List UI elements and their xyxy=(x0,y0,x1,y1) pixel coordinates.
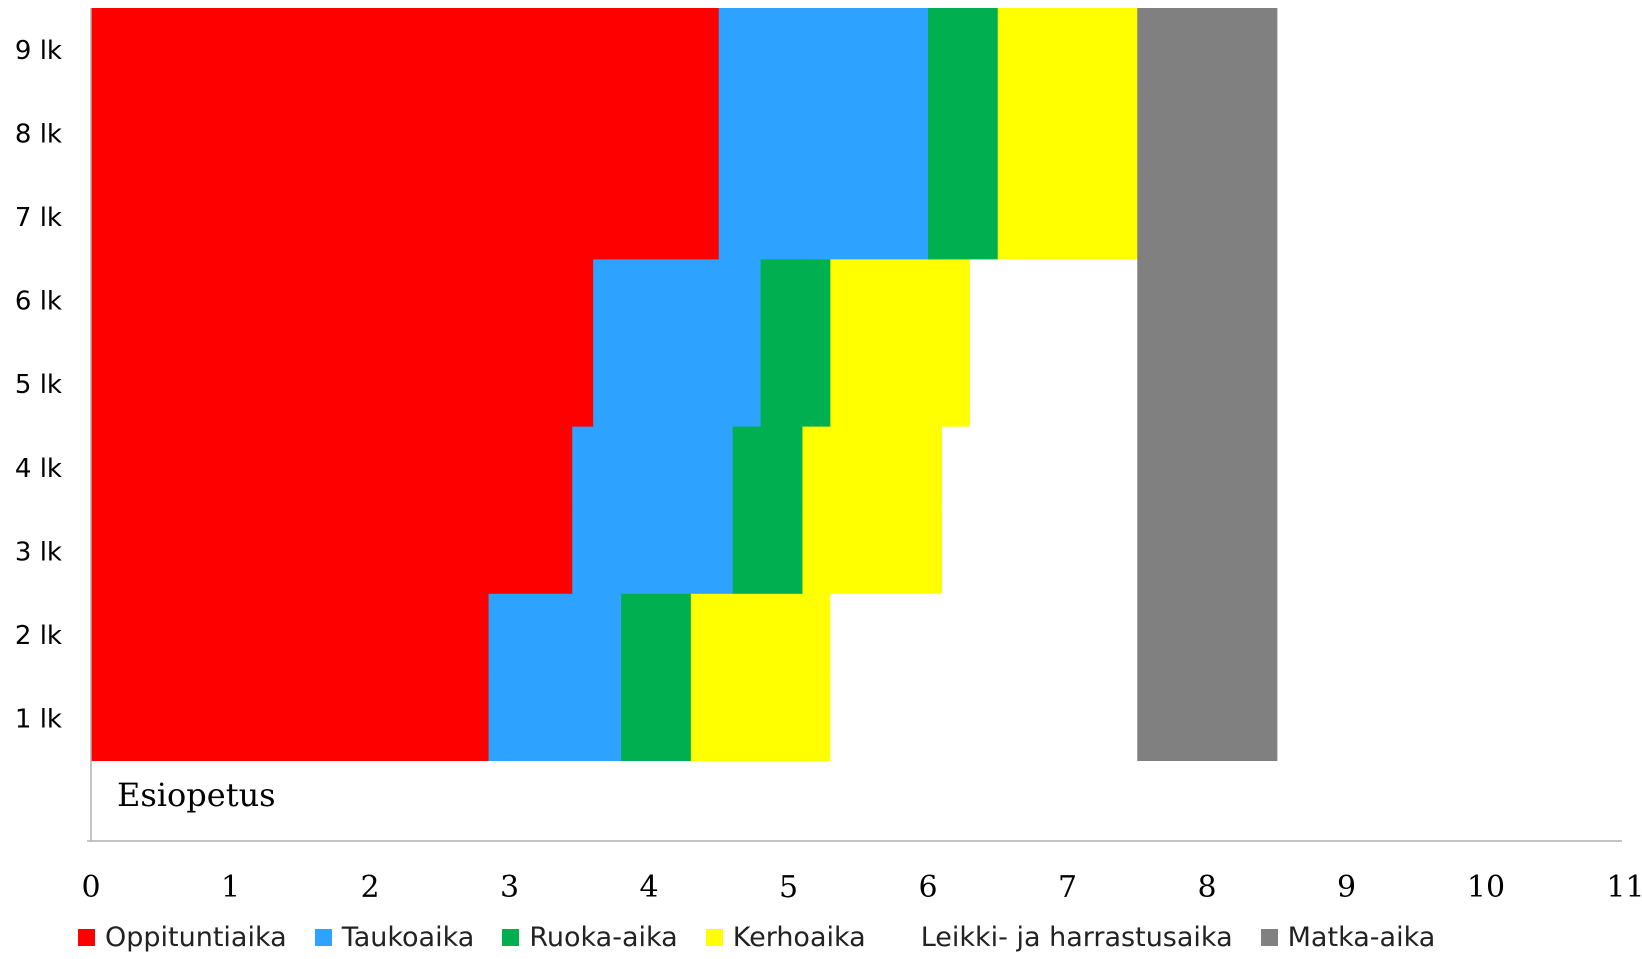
bar-segment-kerhoaika-3-lk xyxy=(802,509,943,594)
bar-segment-matka-aika-7-lk xyxy=(1137,175,1278,260)
x-tick-label: 2 xyxy=(360,870,379,905)
x-tick-label: 7 xyxy=(1058,870,1077,905)
bar-segment-matka-aika-1-lk xyxy=(1137,676,1278,761)
y-tick-label: 5 lk xyxy=(15,370,62,400)
bar-segment-matka-aika-6-lk xyxy=(1137,258,1278,343)
legend-label: Leikki- ja harrastusaika xyxy=(920,921,1233,953)
bar-segment-ruoka-aika-2-lk xyxy=(621,593,692,678)
x-tick-label: 9 xyxy=(1337,870,1356,905)
legend-item: Kerhoaika xyxy=(705,921,866,953)
bar-segment-kerhoaika-5-lk xyxy=(830,342,971,427)
bar-segment-kerhoaika-6-lk xyxy=(830,258,971,343)
bar-segment-leikki-ja-harrastusaika-5-lk xyxy=(969,342,1138,427)
bar-segment-ruoka-aika-6-lk xyxy=(760,258,831,343)
bar-segment-ruoka-aika-3-lk xyxy=(732,509,804,594)
legend: Oppituntiaika Taukoaika Ruoka-aika Kerhoaik… xyxy=(78,920,1463,954)
bar-segment-ruoka-aika-8-lk xyxy=(928,91,999,176)
x-tick-label: 4 xyxy=(639,870,658,905)
y-tick-label: 8 lk xyxy=(15,119,62,149)
y-tick-label: 7 lk xyxy=(15,203,62,233)
legend-item: Taukoaika xyxy=(314,921,475,953)
bar-segment-taukoaika-9-lk xyxy=(718,8,929,93)
bar-segment-oppituntiaika-1-lk xyxy=(91,676,490,761)
bar-segment-matka-aika-4-lk xyxy=(1137,426,1278,511)
bar-segment-oppituntiaika-6-lk xyxy=(91,258,594,343)
x-tick-label: 5 xyxy=(779,870,798,905)
bar-segment-oppituntiaika-5-lk xyxy=(91,342,594,427)
bar-segment-matka-aika-5-lk xyxy=(1137,342,1278,427)
legend-swatch xyxy=(893,928,911,946)
legend-swatch xyxy=(705,928,723,946)
bar-segment-kerhoaika-2-lk xyxy=(690,593,831,678)
x-tick-label: 10 xyxy=(1467,870,1505,905)
bars-group xyxy=(91,8,1278,761)
annotation-esiopetus: Esiopetus xyxy=(117,776,276,814)
legend-label: Ruoka-aika xyxy=(529,921,678,953)
x-tick-label: 11 xyxy=(1606,870,1642,905)
y-tick-label: 4 lk xyxy=(15,454,62,484)
x-tick-label: 8 xyxy=(1197,870,1216,905)
x-tick-label: 3 xyxy=(500,870,519,905)
bar-segment-kerhoaika-8-lk xyxy=(997,91,1138,176)
legend-item: Leikki- ja harrastusaika xyxy=(893,921,1233,953)
legend-item: Matka-aika xyxy=(1260,921,1436,953)
bar-segment-leikki-ja-harrastusaika-3-lk xyxy=(941,509,1138,594)
bar-segment-kerhoaika-7-lk xyxy=(997,175,1138,260)
y-tick-labels: 1 lk 2 lk 3 lk 4 lk 5 lk 6 lk 7 lk 8 lk 9 lk xyxy=(15,36,62,735)
legend-swatch xyxy=(502,928,520,946)
y-tick-label: 2 lk xyxy=(15,621,62,651)
bar-segment-oppituntiaika-8-lk xyxy=(91,91,720,176)
bar-segment-kerhoaika-4-lk xyxy=(802,426,943,511)
bar-segment-matka-aika-2-lk xyxy=(1137,593,1278,678)
x-tick-labels: 0 1 2 3 4 5 6 7 8 9 10 11 xyxy=(81,870,1642,905)
bar-segment-oppituntiaika-2-lk xyxy=(91,593,490,678)
x-tick-label: 0 xyxy=(81,870,100,905)
legend-item: Oppituntiaika xyxy=(78,922,287,953)
legend-label: Taukoaika xyxy=(341,921,475,953)
bar-segment-kerhoaika-9-lk xyxy=(997,8,1138,93)
x-tick-label: 1 xyxy=(221,870,240,905)
bar-segment-matka-aika-9-lk xyxy=(1137,8,1278,93)
legend-label: Kerhoaika xyxy=(732,921,866,953)
legend-swatch xyxy=(1260,928,1278,946)
bar-segment-oppituntiaika-9-lk xyxy=(91,8,720,93)
legend-swatch xyxy=(78,928,95,946)
x-tick-label: 6 xyxy=(918,870,937,905)
bar-segment-ruoka-aika-7-lk xyxy=(928,175,999,260)
bar-segment-matka-aika-8-lk xyxy=(1137,91,1278,176)
bar-segment-taukoaika-4-lk xyxy=(572,426,734,511)
bar-segment-taukoaika-1-lk xyxy=(488,676,622,761)
bar-segment-ruoka-aika-5-lk xyxy=(760,342,831,427)
bar-segment-leikki-ja-harrastusaika-6-lk xyxy=(969,258,1138,343)
bar-segment-taukoaika-5-lk xyxy=(593,342,762,427)
bar-segment-ruoka-aika-9-lk xyxy=(928,8,999,93)
bar-segment-leikki-ja-harrastusaika-2-lk xyxy=(830,593,1138,678)
legend-swatch xyxy=(314,928,332,946)
bar-segment-leikki-ja-harrastusaika-4-lk xyxy=(941,426,1138,511)
legend-item: Ruoka-aika xyxy=(502,921,678,953)
bar-segment-taukoaika-3-lk xyxy=(572,509,734,594)
bar-segment-taukoaika-6-lk xyxy=(593,258,762,343)
bar-segment-ruoka-aika-1-lk xyxy=(621,676,692,761)
legend-label: Oppituntiaika xyxy=(105,921,287,953)
y-tick-label: 6 lk xyxy=(15,287,62,317)
legend-label: Matka-aika xyxy=(1287,921,1436,953)
bar-segment-matka-aika-3-lk xyxy=(1137,509,1278,594)
bar-segment-oppituntiaika-4-lk xyxy=(91,426,573,511)
bar-segment-leikki-ja-harrastusaika-1-lk xyxy=(830,676,1138,761)
y-tick-label: 1 lk xyxy=(15,705,62,735)
bar-segment-kerhoaika-1-lk xyxy=(690,676,831,761)
bar-segment-oppituntiaika-7-lk xyxy=(91,175,720,260)
y-tick-label: 9 lk xyxy=(15,36,62,66)
y-tick-label: 3 lk xyxy=(15,537,62,567)
bar-segment-ruoka-aika-4-lk xyxy=(732,426,804,511)
bar-segment-taukoaika-8-lk xyxy=(718,91,929,176)
bar-segment-oppituntiaika-3-lk xyxy=(91,509,573,594)
bar-segment-taukoaika-2-lk xyxy=(488,593,622,678)
bar-segment-taukoaika-7-lk xyxy=(718,175,929,260)
